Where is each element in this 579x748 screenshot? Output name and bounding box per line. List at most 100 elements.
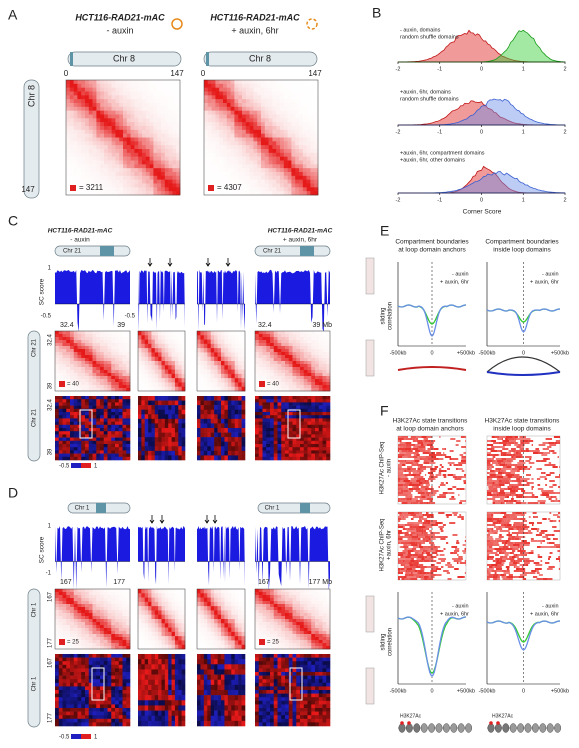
- heatmap-cell: [62, 370, 67, 374]
- heatmap-cell: [62, 337, 67, 341]
- compartment-cell: [81, 415, 86, 419]
- heatmap-cell: [111, 179, 116, 184]
- heatmap-cell: [122, 646, 127, 650]
- heatmap-cell: [134, 99, 139, 104]
- heatmap-cell: [255, 355, 260, 359]
- compartment-cell: [300, 415, 305, 419]
- heatmap-cell: [176, 106, 181, 111]
- compartment-cell: [88, 396, 93, 400]
- heatmap-cell: [171, 601, 176, 607]
- compartment-cell: [100, 415, 105, 419]
- heatmap-cell: [69, 172, 74, 177]
- heatmap-cell: [310, 191, 315, 196]
- heatmap-cell: [77, 99, 82, 104]
- heatmap-cell: [123, 106, 128, 111]
- heatmap-cell: [81, 126, 86, 131]
- heatmap-cell: [178, 382, 182, 388]
- compartment-cell: [221, 405, 225, 411]
- heatmap-cell: [238, 133, 243, 138]
- heatmap-cell: [81, 129, 86, 134]
- compartment-cell: [258, 408, 263, 413]
- highlight-box: [79, 409, 93, 439]
- compartment-cell: [322, 405, 327, 410]
- heatmap-cell: [118, 622, 123, 626]
- heatmap-cell: [326, 385, 331, 389]
- label: 1: [48, 266, 52, 272]
- compartment-cell: [62, 421, 67, 426]
- compartment-cell: [281, 415, 286, 419]
- heatmap-cell: [81, 99, 86, 104]
- heatmap-cell: [62, 604, 67, 608]
- scale-swatch: [70, 185, 76, 191]
- heatmap-cell: [126, 622, 131, 626]
- heatmap-cell: [215, 149, 220, 154]
- heatmap-cell: [92, 385, 97, 389]
- heatmap-cell: [77, 340, 82, 344]
- heatmap-cell: [85, 613, 90, 617]
- heatmap-cell: [138, 95, 143, 100]
- heatmap-cell: [285, 385, 290, 389]
- heatmap-cell: [126, 607, 131, 611]
- heatmap-cell: [119, 103, 124, 108]
- heatmap-cell: [204, 164, 209, 169]
- compartment-cell: [111, 444, 116, 448]
- heatmap-cell: [73, 122, 78, 127]
- heatmap-cell: [164, 361, 169, 366]
- heatmap-cell: [164, 137, 169, 142]
- heatmap-cell: [211, 91, 216, 96]
- heatmap-cell: [266, 331, 271, 335]
- heatmap-cell: [288, 346, 293, 350]
- chromosome: [23, 79, 40, 199]
- heatmap-cell: [264, 149, 269, 154]
- compartment-cell: [224, 437, 229, 443]
- heatmap-cell: [62, 331, 67, 335]
- compartment-cell: [96, 437, 101, 442]
- heatmap-cell: [88, 604, 93, 608]
- heatmap-cell: [126, 352, 131, 356]
- compartment-cell: [210, 441, 215, 447]
- heatmap-cell: [310, 156, 315, 161]
- heatmap-cell: [299, 183, 304, 188]
- heatmap-cell: [96, 643, 101, 647]
- heatmap-cell: [62, 637, 67, 641]
- heatmap-cell: [226, 103, 231, 108]
- heatmap-cell: [55, 376, 60, 380]
- heatmap-cell: [92, 622, 97, 626]
- compartment-cell: [207, 409, 212, 415]
- heatmap-cell: [138, 80, 143, 85]
- heatmap-cell: [234, 129, 239, 134]
- heatmap-cell: [197, 348, 201, 353]
- compartment-cell: [311, 415, 316, 419]
- compartment-cell: [122, 408, 127, 413]
- compartment-cell: [266, 453, 271, 458]
- compartment-cell: [210, 414, 215, 420]
- heatmap-cell: [291, 160, 296, 165]
- heatmap-cell: [130, 118, 135, 123]
- compartment-cell: [285, 415, 290, 419]
- compartment-cell: [100, 434, 105, 438]
- heatmap-cell: [326, 382, 331, 386]
- compartment-cell: [315, 444, 320, 448]
- heatmap-cell: [164, 627, 169, 633]
- compartment-cell: [203, 455, 208, 461]
- heatmap-cell: [272, 126, 277, 131]
- heatmap-cell: [158, 610, 162, 616]
- heatmap-cell: [73, 156, 78, 161]
- heatmap-cell: [299, 91, 304, 96]
- compartment-cell: [277, 408, 282, 413]
- heatmap-cell: [299, 172, 304, 177]
- heatmap-cell: [115, 628, 120, 632]
- heatmap-cell: [210, 335, 215, 340]
- heatmap-cell: [81, 388, 86, 392]
- compartment-cell: [207, 450, 212, 456]
- heatmap-cell: [115, 385, 120, 389]
- heatmap-cell: [148, 339, 152, 345]
- compartment-cell: [300, 456, 305, 461]
- heatmap-cell: [107, 191, 112, 196]
- heatmap-cell: [100, 145, 105, 150]
- heatmap-cell: [215, 156, 220, 161]
- heatmap-cell: [157, 133, 162, 138]
- heatmap-cell: [144, 601, 149, 607]
- compartment-cell: [227, 414, 232, 420]
- heatmap-cell: [257, 156, 262, 161]
